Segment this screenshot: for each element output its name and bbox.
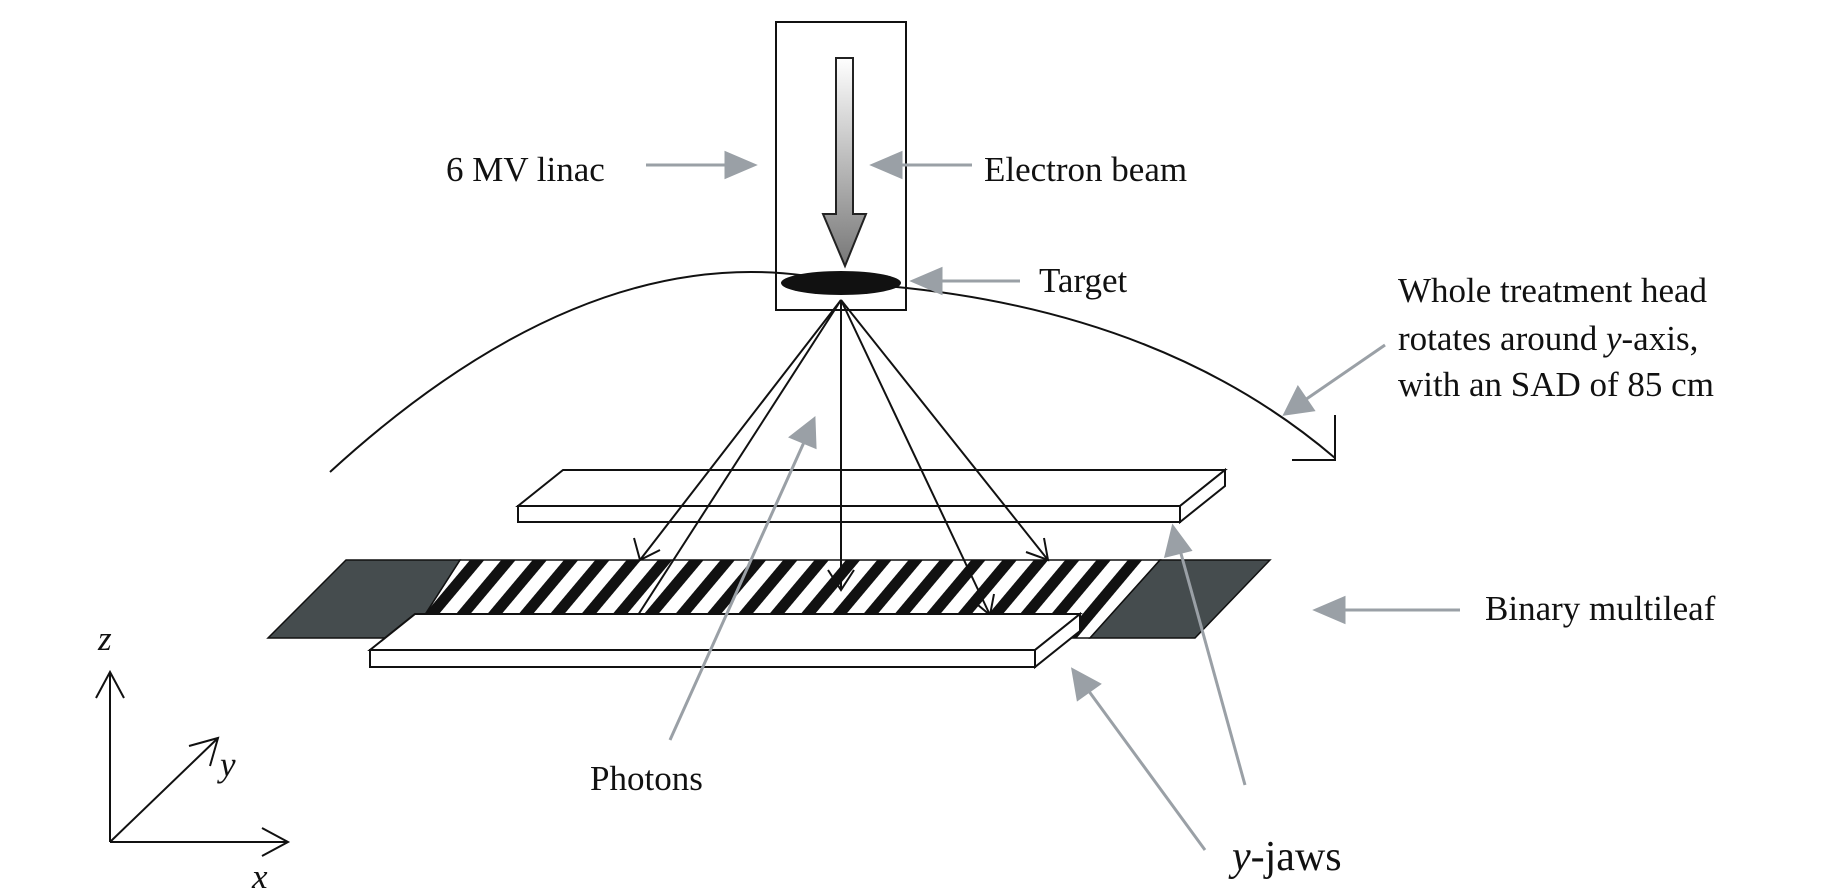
rotation-label: Whole treatment head rotates around y-ax…	[1398, 271, 1716, 404]
photon-rays	[633, 299, 1050, 617]
coordinate-axes	[95, 669, 291, 857]
linac-label: 6 MV linac	[446, 150, 605, 189]
lower-y-jaw	[367, 611, 1083, 670]
y-axis-label: y	[217, 745, 236, 784]
electron-beam-label: Electron beam	[984, 150, 1187, 189]
rotation-arc	[329, 271, 1336, 473]
x-axis-label: x	[251, 857, 268, 896]
binary-multileaf-label: Binary multileaf	[1485, 589, 1716, 628]
electron-beam-arrow	[821, 57, 868, 269]
rotation-arrowhead	[1292, 415, 1336, 461]
target-label: Target	[1039, 261, 1128, 300]
upper-y-jaw	[515, 467, 1228, 525]
target-disc	[781, 271, 901, 295]
photons-label: Photons	[590, 759, 703, 798]
z-axis-label: z	[97, 619, 112, 658]
pointer-arrows	[646, 150, 1460, 851]
leaf-end-right	[1088, 559, 1272, 639]
y-jaws-label: y-jaws	[1228, 834, 1342, 880]
